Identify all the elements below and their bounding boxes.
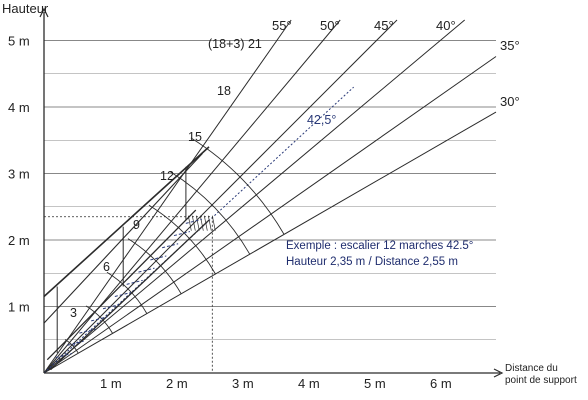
step-arc	[64, 339, 79, 354]
angle-ray	[43, 19, 398, 374]
step-label: 9	[133, 218, 140, 232]
platform-hatch	[207, 215, 212, 231]
platform-hatch	[187, 215, 192, 231]
stair-tread	[126, 279, 143, 285]
angle-labels: 55° 50° 45° 40° 35° 30°	[272, 18, 520, 109]
stair-tread	[67, 340, 84, 346]
step-arc	[127, 238, 182, 295]
x-tick-labels: 1 m 2 m 3 m 4 m 5 m 6 m	[100, 376, 452, 391]
stair-tread	[79, 328, 96, 334]
x-tick-label: 4 m	[298, 376, 320, 391]
x-tick-label: 5 m	[364, 376, 386, 391]
step-label: 6	[103, 260, 110, 274]
x-tick-label: 1 m	[100, 376, 122, 391]
y-tick-label: 1 m	[8, 300, 30, 315]
step-arcs	[64, 137, 285, 354]
y-tick-label: 3 m	[8, 167, 30, 182]
angle-label: 50°	[320, 18, 340, 33]
step-label: 15	[188, 130, 202, 144]
step-label: 18	[217, 84, 231, 98]
step-arc	[148, 204, 216, 275]
stair-stringer	[46, 209, 197, 361]
platform-hatch	[191, 215, 196, 231]
highlight-angle-label: 42,5°	[307, 113, 336, 127]
example-line-1: Exemple : escalier 12 marches 42.5°	[286, 240, 473, 252]
angle-ray	[43, 111, 497, 374]
stair-tread	[138, 267, 155, 273]
angle-ray	[43, 19, 292, 374]
step-arc	[169, 171, 251, 255]
step-label: (18+3) 21	[208, 37, 262, 51]
step-arc	[190, 137, 285, 235]
platform-hatch	[199, 215, 204, 231]
y-tick-label: 4 m	[8, 100, 30, 115]
stair-tread	[185, 218, 202, 224]
angle-label: 30°	[500, 94, 520, 109]
x-axis-title-line2: point de support	[505, 375, 577, 386]
y-tick-label: 5 m	[8, 34, 30, 49]
angle-label: 35°	[500, 38, 520, 53]
y-axis-title: Hauteur	[2, 1, 49, 16]
x-axis-arrow	[493, 368, 504, 378]
stair-tread	[173, 231, 191, 237]
stair-tread	[102, 304, 120, 310]
stair-tread	[91, 316, 108, 322]
stair-drawing	[43, 146, 216, 373]
angle-label: 45°	[374, 18, 394, 33]
stair-tread	[162, 243, 179, 249]
example-line-2: Hauteur 2,35 m / Distance 2,55 m	[286, 256, 458, 268]
y-tick-label: 2 m	[8, 233, 30, 248]
angle-label: 55°	[272, 18, 292, 33]
stair-tread	[150, 255, 167, 261]
step-arc	[106, 271, 148, 314]
stair-tread	[55, 352, 72, 358]
stair-tread	[114, 292, 131, 298]
stair-stringer	[50, 219, 210, 371]
hand-rail	[43, 146, 210, 298]
x-tick-label: 2 m	[166, 376, 188, 391]
step-arc	[85, 305, 113, 334]
x-tick-label: 3 m	[232, 376, 254, 391]
step-label: 12	[160, 169, 174, 183]
step-labels: 3 6 9 12 15 18 (18+3) 21	[70, 37, 262, 320]
grid-lines	[44, 40, 496, 341]
angle-rays	[43, 19, 497, 374]
angle-ray	[43, 56, 497, 374]
y-tick-labels: 1 m 2 m 3 m 4 m 5 m	[8, 34, 30, 315]
platform-hatch	[195, 215, 200, 231]
angle-label: 40°	[436, 18, 456, 33]
angle-ray	[43, 19, 466, 374]
x-tick-label: 6 m	[430, 376, 452, 391]
platform-hatch	[211, 215, 216, 231]
step-label: 3	[70, 306, 77, 320]
y-axis-arrow	[39, 7, 49, 18]
x-axis-title-line1: Distance du	[505, 363, 558, 374]
